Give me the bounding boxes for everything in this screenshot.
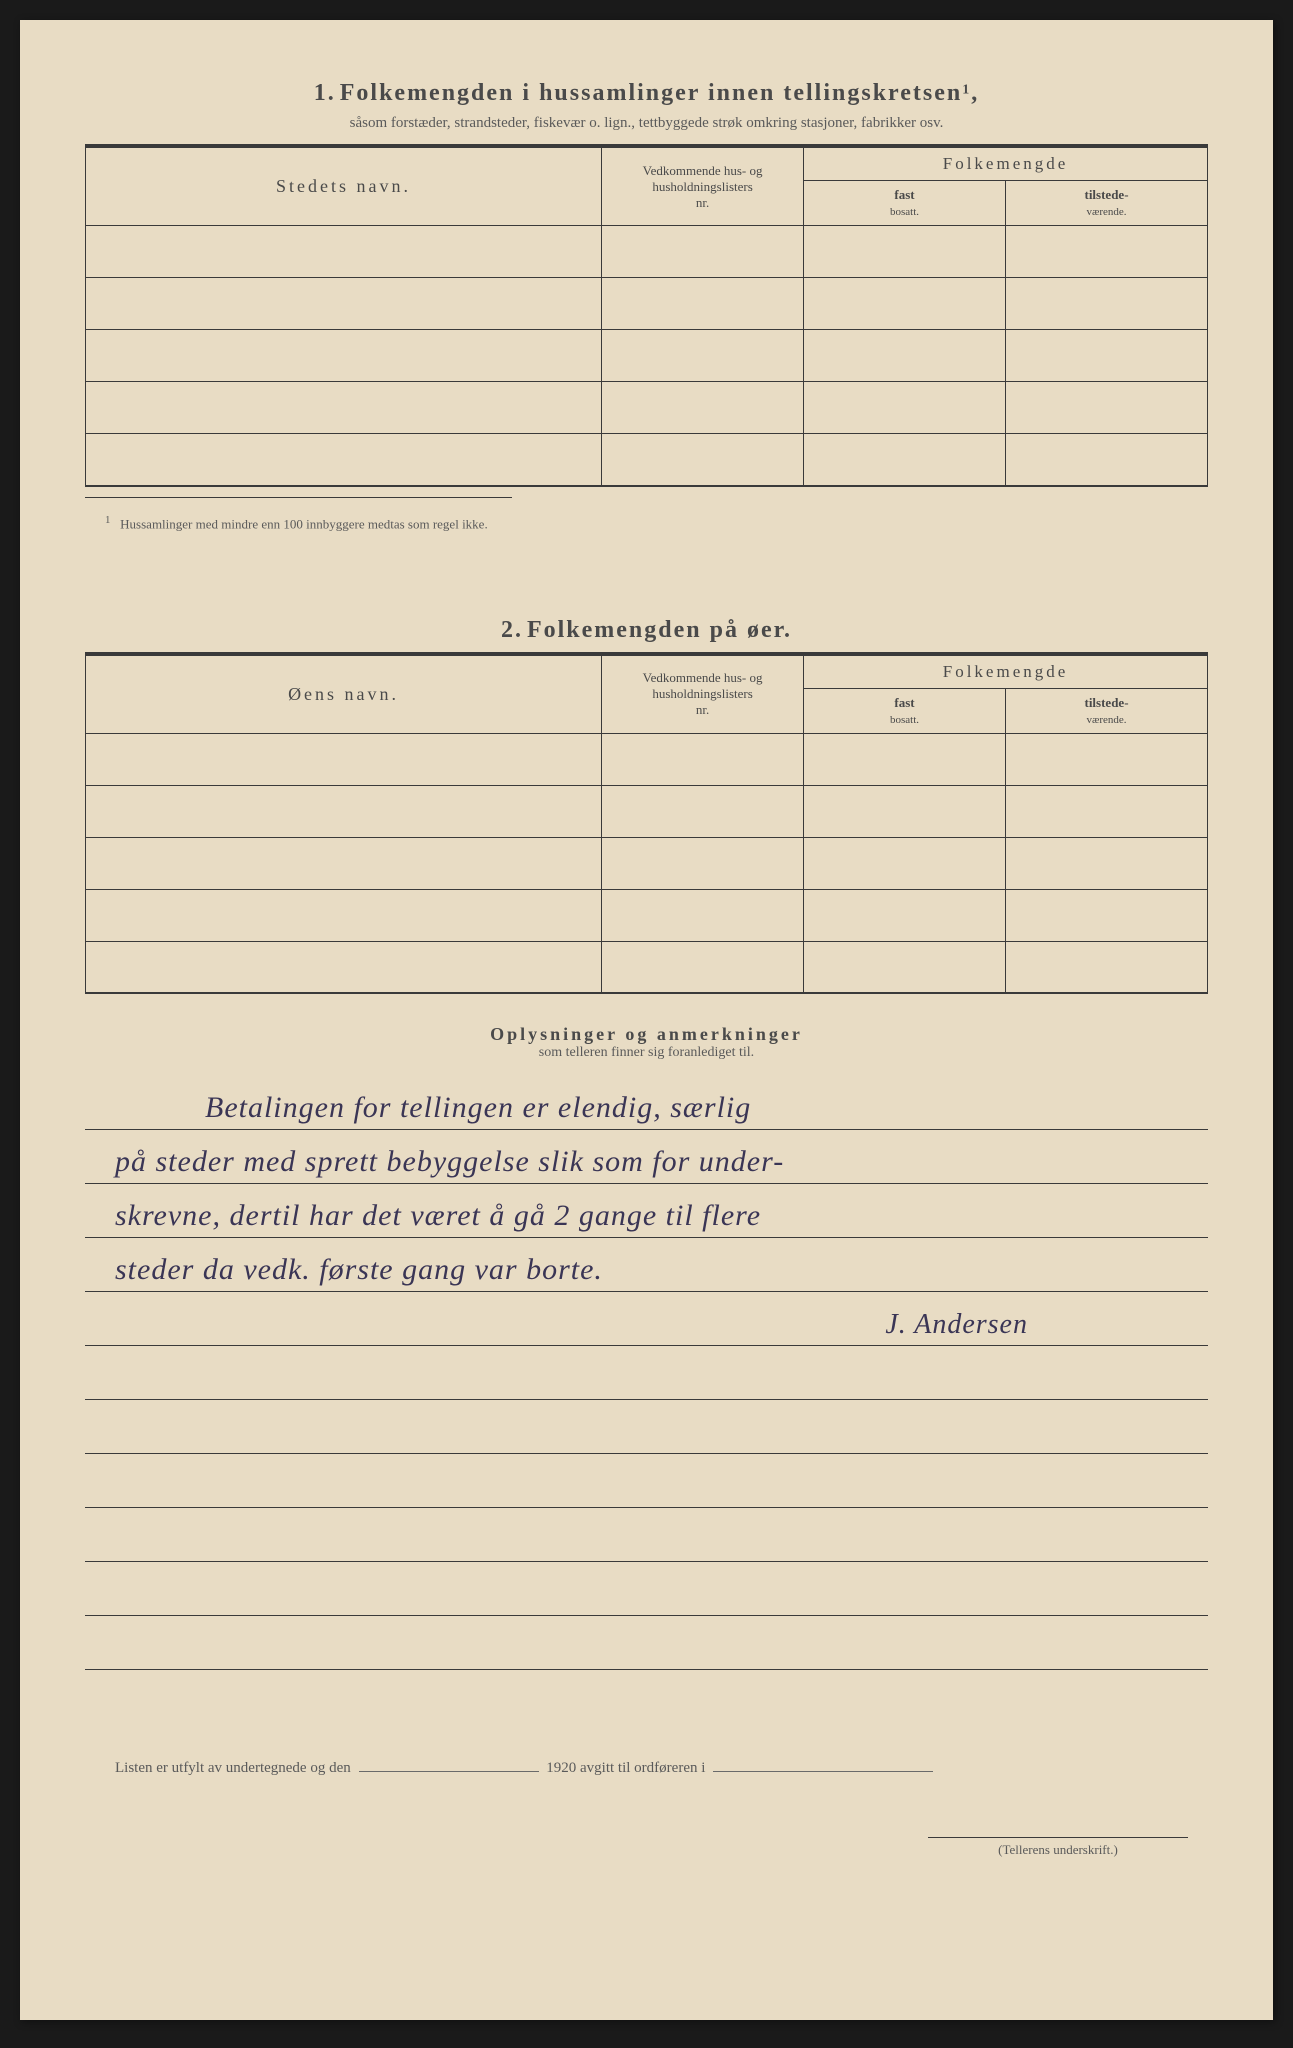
note-line: [85, 1400, 1208, 1454]
blank-field: [713, 1771, 933, 1772]
notes-title: Oplysninger og anmerkninger: [85, 1024, 1208, 1045]
table-row: [86, 785, 1208, 837]
section1-table: Stedets navn. Vedkommende hus- og hushol…: [85, 147, 1208, 487]
section1-footnote: 1 Hussamlinger med mindre enn 100 innbyg…: [85, 514, 512, 532]
col-fast: fast bosatt.: [804, 181, 1006, 226]
handwriting-line2: på steder med sprett bebyggelse slik som…: [115, 1145, 784, 1179]
note-line: [85, 1508, 1208, 1562]
signature-line: (Tellerens underskrift.): [928, 1837, 1188, 1858]
blank-field: [359, 1771, 539, 1772]
table-row: [86, 837, 1208, 889]
table-row: [86, 382, 1208, 434]
table-row: [86, 278, 1208, 330]
notes-lines: Betalingen for tellingen er elendig, sær…: [85, 1076, 1208, 1670]
col-tilstede: tilstede- værende.: [1006, 688, 1208, 733]
col-folkemengde: Folkemengde: [804, 655, 1208, 688]
table-row: [86, 733, 1208, 785]
handwriting-line4: steder da vedk. første gang var borte.: [115, 1253, 603, 1287]
document-page: 1. Folkemengden i hussamlinger innen tel…: [20, 20, 1273, 2020]
col-vedkommende: Vedkommende hus- og husholdningslisters …: [602, 148, 804, 226]
col-oens-navn: Øens navn.: [86, 655, 602, 733]
section2-title-block: 2. Folkemengden på øer.: [85, 617, 1208, 644]
table-row: [86, 330, 1208, 382]
section1-title: Folkemengden i hussamlinger innen tellin…: [340, 80, 963, 106]
table-row: [86, 889, 1208, 941]
col-folkemengde: Folkemengde: [804, 148, 1208, 181]
note-line: [85, 1616, 1208, 1670]
note-line: [85, 1346, 1208, 1400]
note-line: J. Andersen: [85, 1292, 1208, 1346]
note-line: [85, 1562, 1208, 1616]
section1-number: 1.: [314, 80, 336, 106]
note-line: [85, 1454, 1208, 1508]
section2-table: Øens navn. Vedkommende hus- og husholdni…: [85, 655, 1208, 995]
col-fast: fast bosatt.: [804, 688, 1006, 733]
section2-title: Folkemengden på øer.: [527, 617, 792, 643]
section1-subtitle: såsom forstæder, strandsteder, fiskevær …: [85, 115, 1208, 132]
col-vedkommende: Vedkommende hus- og husholdningslisters …: [602, 655, 804, 733]
handwriting-line1: Betalingen for tellingen er elendig, sær…: [205, 1091, 751, 1125]
note-line: Betalingen for tellingen er elendig, sær…: [85, 1076, 1208, 1130]
handwriting-signature: J. Andersen: [885, 1309, 1028, 1341]
footnote-block: 1 Hussamlinger med mindre enn 100 innbyg…: [85, 497, 512, 532]
table-row: [86, 941, 1208, 993]
handwriting-line3: skrevne, dertil har det været å gå 2 gan…: [115, 1199, 761, 1233]
note-line: på steder med sprett bebyggelse slik som…: [85, 1130, 1208, 1184]
section1-title-block: 1. Folkemengden i hussamlinger innen tel…: [85, 80, 1208, 107]
table-row: [86, 434, 1208, 486]
note-line: skrevne, dertil har det været å gå 2 gan…: [85, 1184, 1208, 1238]
notes-subtitle: som telleren finner sig foranlediget til…: [85, 1045, 1208, 1061]
closing-line: Listen er utfylt av undertegnede og den …: [85, 1760, 1208, 1777]
note-line: steder da vedk. første gang var borte.: [85, 1238, 1208, 1292]
section2-number: 2.: [501, 617, 523, 643]
section1-title-super: 1: [962, 83, 971, 98]
col-stedets-navn: Stedets navn.: [86, 148, 602, 226]
table-row: [86, 226, 1208, 278]
col-tilstede: tilstede- værende.: [1006, 181, 1208, 226]
